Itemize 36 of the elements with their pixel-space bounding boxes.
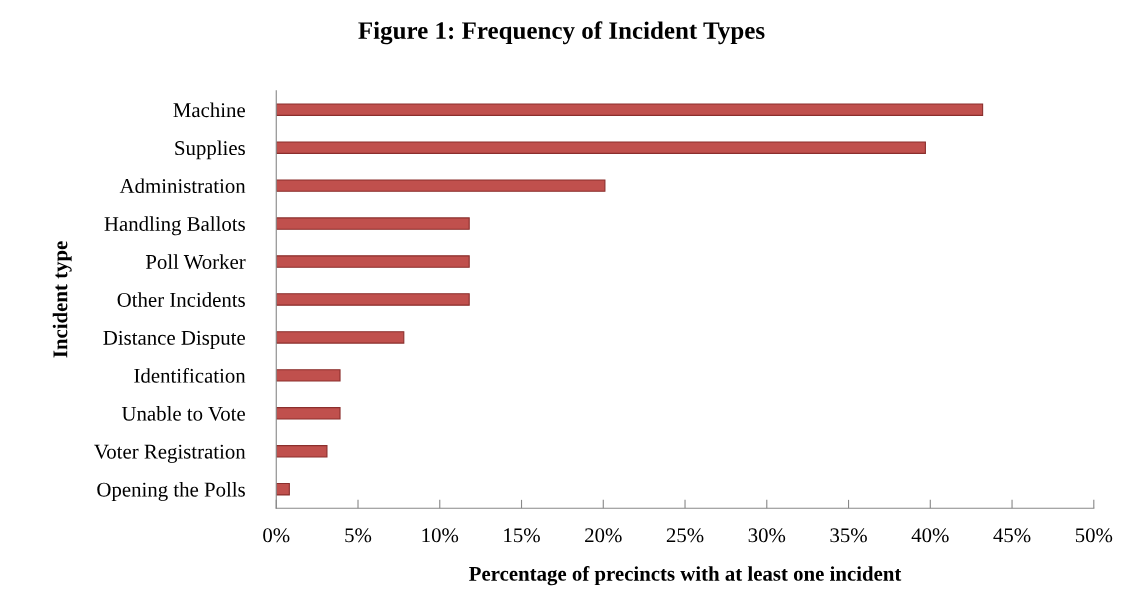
bar — [276, 141, 926, 154]
y-tick-label: Unable to Vote — [121, 406, 245, 421]
x-axis-title: Percentage of precincts with at least one incident — [469, 565, 902, 586]
bar — [276, 445, 328, 458]
bar — [276, 103, 984, 116]
y-tick-label: Voter Registration — [94, 444, 246, 463]
x-tick-label: 30% — [748, 528, 786, 543]
y-tick-label: Other Incidents — [117, 292, 245, 307]
bar — [276, 179, 606, 192]
y-tick-label: Machine — [173, 102, 245, 118]
x-tick-label: 35% — [830, 528, 867, 543]
y-tick-label: Handling Ballots — [104, 216, 245, 236]
x-tick-label: 15% — [504, 528, 540, 543]
y-tick-label: Supplies — [175, 140, 245, 160]
x-tick-label: 5% — [345, 528, 372, 543]
x-tick-label: 0% — [263, 528, 290, 543]
bar — [276, 407, 341, 420]
x-tick-label: 25% — [666, 528, 704, 543]
bar — [276, 369, 341, 382]
y-tick-label: Distance Dispute — [103, 330, 245, 350]
bar — [276, 217, 470, 230]
y-axis-title: Incident type — [52, 241, 72, 358]
bar — [276, 293, 470, 306]
y-tick-label: Poll Worker — [145, 254, 246, 270]
bar — [276, 255, 470, 268]
x-tick-label: 45% — [993, 528, 1031, 543]
chart-title: Figure 1: Frequency of Incident Types — [358, 21, 765, 45]
bar — [276, 331, 405, 344]
y-tick-label: Opening the Polls — [97, 482, 245, 501]
x-tick-label: 40% — [911, 528, 949, 543]
x-tick-label: 20% — [585, 528, 622, 543]
bar — [276, 482, 290, 496]
x-tick-label: 50% — [1075, 528, 1113, 543]
x-tick-label: 10% — [422, 528, 459, 543]
y-tick-label: Administration — [119, 178, 246, 194]
y-tick-label: Identification — [134, 367, 246, 383]
